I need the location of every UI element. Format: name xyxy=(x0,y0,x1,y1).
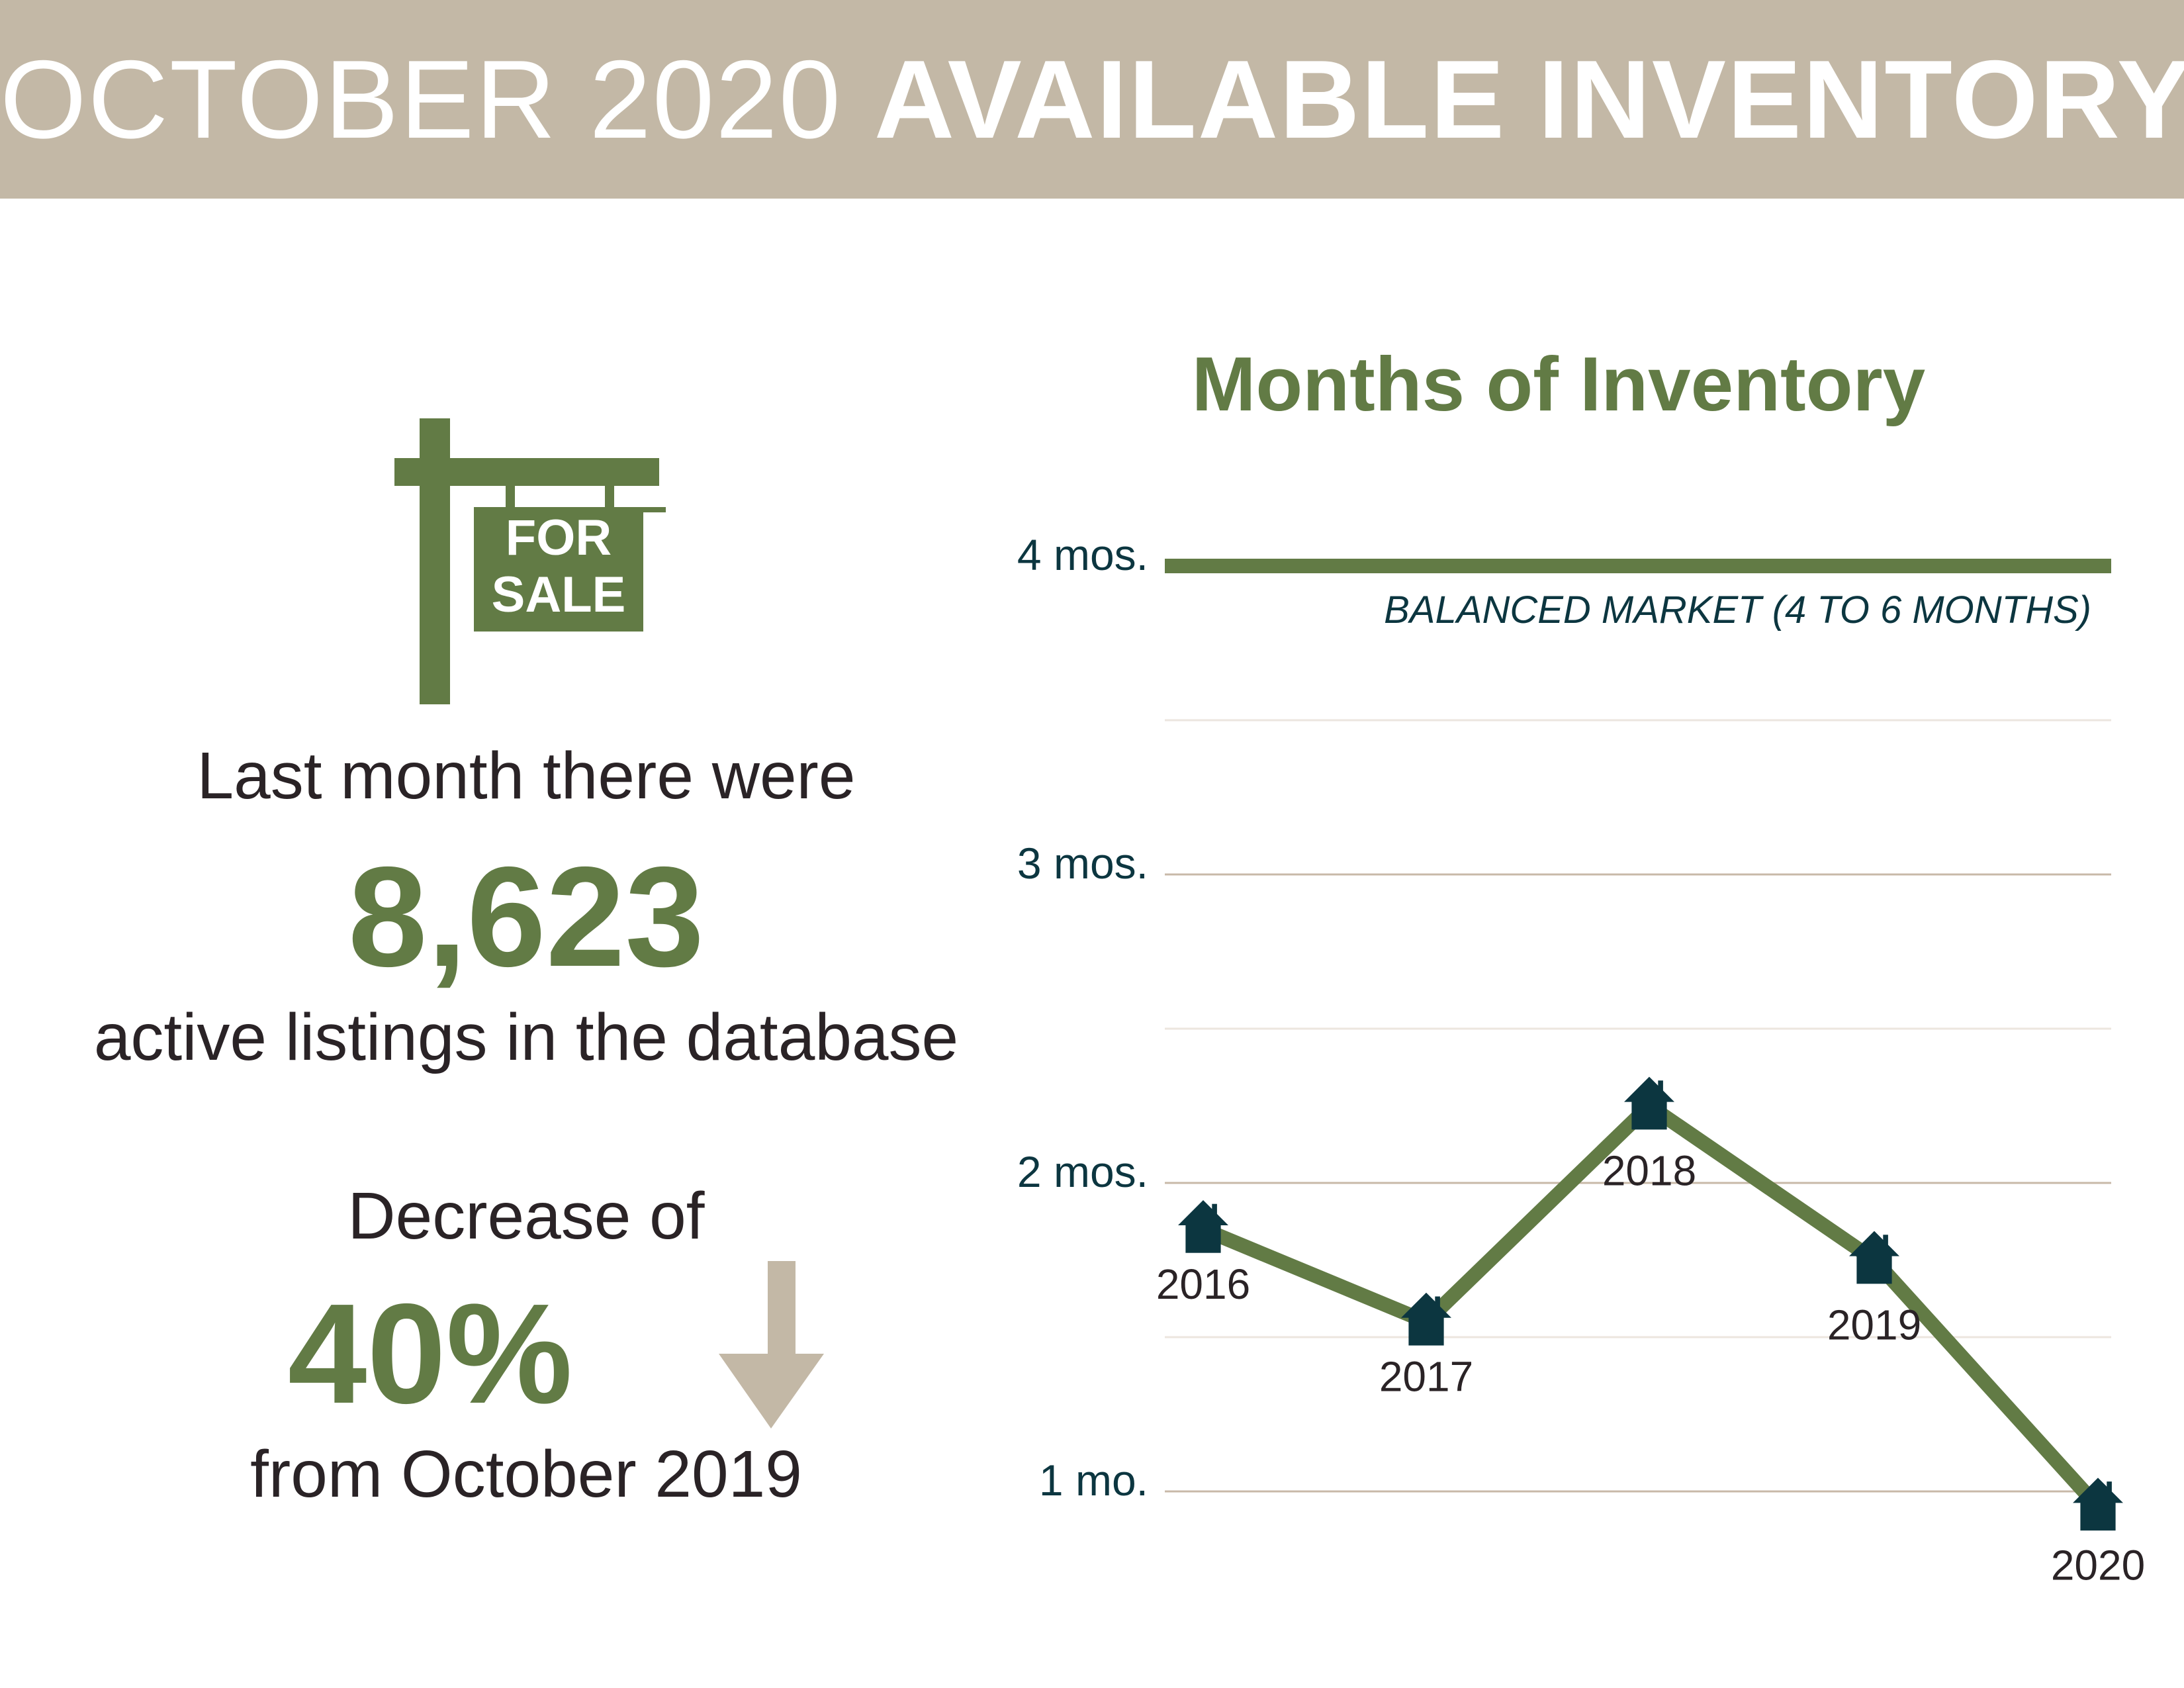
title-month: OCTOBER 2020 xyxy=(0,37,842,162)
y-tick-label: 2 mos. xyxy=(1017,1147,1148,1196)
listings-count: 8,623 xyxy=(347,837,705,996)
x-category-label: 2019 xyxy=(1827,1301,1921,1349)
page-title: OCTOBER 2020 AVAILABLE INVENTORY xyxy=(0,0,2184,199)
x-category-label: 2018 xyxy=(1602,1147,1696,1195)
y-tick-label: 4 mos. xyxy=(1017,530,1148,579)
x-category-label: 2017 xyxy=(1379,1353,1473,1401)
for-sale-sign-icon: FOR SALE xyxy=(394,418,666,704)
data-point-house-icon xyxy=(1178,1200,1228,1253)
y-tick-label: 1 mo. xyxy=(1039,1456,1148,1505)
sign-line2: SALE xyxy=(492,567,626,623)
header-banner: OCTOBER 2020 AVAILABLE INVENTORY xyxy=(0,0,2184,199)
sign-line1: FOR xyxy=(506,510,612,566)
y-tick-label: 3 mos. xyxy=(1017,839,1148,888)
change-value: 40% xyxy=(287,1274,573,1433)
down-arrow-icon xyxy=(719,1261,824,1429)
title-topic: AVAILABLE INVENTORY xyxy=(874,37,2184,162)
x-category-label: 2016 xyxy=(1156,1260,1250,1308)
balanced-market-label: BALANCED MARKET (4 TO 6 MONTHS) xyxy=(1384,588,2091,632)
x-category-label: 2020 xyxy=(2051,1541,2145,1589)
listings-caption: active listings in the database xyxy=(93,1000,959,1074)
listings-intro: Last month there were xyxy=(197,739,856,813)
change-intro: Decrease of xyxy=(347,1179,705,1253)
change-caption: from October 2019 xyxy=(250,1437,802,1511)
chart-title: Months of Inventory xyxy=(1192,341,1925,427)
